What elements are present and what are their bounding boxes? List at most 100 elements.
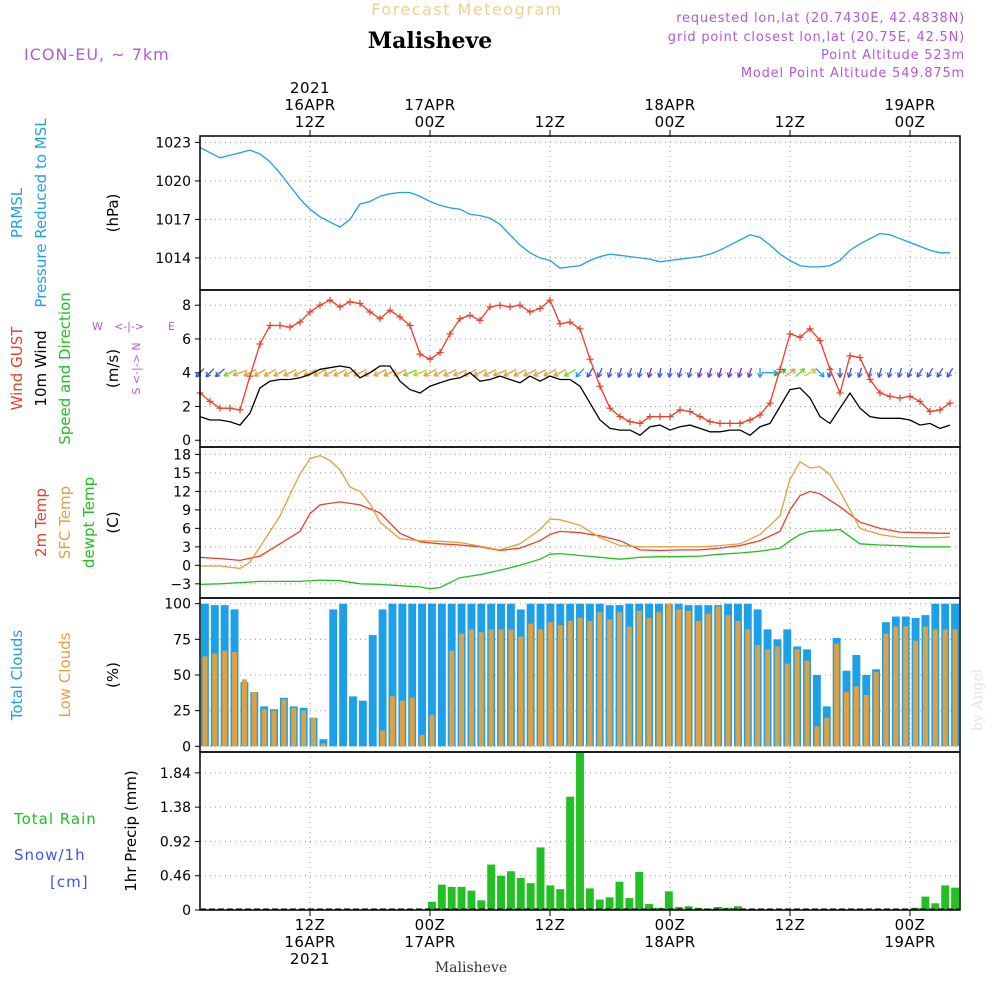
- arrow-shaft: [647, 367, 653, 378]
- gust-marker: [746, 416, 754, 424]
- panel-title-line: 10m Wind: [32, 330, 50, 406]
- gust-marker: [516, 301, 524, 309]
- arrow-head: [513, 371, 518, 377]
- arrow-head: [696, 372, 700, 378]
- arrow-head: [826, 372, 830, 378]
- 2m-temp-line: [199, 490, 950, 562]
- y-tick-label: 1.84: [160, 766, 191, 782]
- gust-marker: [766, 399, 774, 407]
- arrow-shaft: [946, 367, 954, 378]
- gust-marker: [906, 392, 914, 400]
- low-clouds-bar: [814, 726, 820, 747]
- panel-title-line: PRMSL: [8, 187, 26, 238]
- arrow-shaft: [383, 369, 397, 377]
- arrow-head: [878, 373, 883, 378]
- gust-marker: [316, 301, 324, 309]
- wind-direction-arrow: [626, 367, 633, 378]
- low-clouds-bar: [774, 646, 780, 747]
- total-rain-bar: [951, 887, 960, 910]
- arrow-head: [676, 372, 680, 378]
- total-rain-bar: [605, 897, 614, 910]
- arrow-shaft: [877, 367, 883, 378]
- arrow-shaft: [897, 367, 903, 378]
- arrow-head: [503, 371, 508, 377]
- total-clouds-bar: [368, 635, 377, 747]
- wind-direction-arrow: [636, 367, 643, 378]
- wind-direction-arrow: [586, 367, 594, 378]
- gust-marker: [236, 406, 244, 414]
- gust-marker: [356, 300, 364, 308]
- arrow-head: [802, 368, 806, 374]
- precip-panel: 0 0.46 0.92 1.38 1.84 1hr Precip (mm) Total Ra…: [13, 751, 961, 919]
- gust-marker: [286, 323, 294, 331]
- total-rain-bar: [921, 896, 930, 910]
- wind-direction-arrow: [533, 369, 547, 377]
- low-clouds-bar: [863, 694, 869, 747]
- time-tick: 12Z: [775, 113, 805, 136]
- total-rain-bar: [635, 871, 644, 910]
- arrow-head: [433, 371, 438, 377]
- wind-direction-arrow: [762, 369, 779, 376]
- wind-direction-arrow: [606, 367, 613, 378]
- wind-direction-arrow: [666, 367, 673, 378]
- arrow-head: [773, 372, 779, 376]
- y-tick-label: 9: [182, 503, 191, 519]
- gust-marker: [576, 325, 584, 333]
- gust-marker: [206, 397, 214, 405]
- arrow-shaft: [373, 369, 387, 377]
- gust-marker: [706, 418, 714, 426]
- arrow-head: [563, 371, 568, 377]
- arrow-head: [403, 374, 409, 377]
- arrow-head: [886, 372, 890, 378]
- arrow-head: [819, 374, 825, 378]
- total-clouds-bar: [358, 700, 367, 747]
- arrow-head: [907, 373, 913, 378]
- arrow-head: [575, 371, 578, 378]
- arrow-head: [858, 373, 863, 378]
- total-clouds-bar: [418, 603, 427, 747]
- wind-direction-arrow: [926, 367, 934, 378]
- arrow-shaft: [747, 367, 753, 378]
- arrow-shaft: [936, 367, 944, 378]
- product-title: Forecast Meteogram: [371, 0, 562, 19]
- wind-direction-arrow: [896, 367, 903, 378]
- y-tick-label: 15: [173, 466, 191, 482]
- footer-location: Malisheve: [435, 960, 507, 976]
- wind-direction-arrow: [815, 368, 825, 378]
- arrow-head: [688, 373, 693, 378]
- gust-marker: [466, 311, 474, 319]
- arrow-head: [738, 373, 743, 378]
- time-tick-label: 12Z: [535, 916, 566, 934]
- wind-direction-arrow: [837, 367, 843, 378]
- low-clouds-bar: [222, 650, 228, 747]
- y-tick-label: 1017: [155, 212, 191, 228]
- arrow-head: [618, 373, 623, 378]
- arrow-head: [273, 371, 278, 377]
- arrow-shaft: [677, 367, 683, 378]
- arrow-head: [313, 371, 318, 377]
- low-clouds-bar: [725, 615, 731, 747]
- panel-title-line: Total Rain: [13, 810, 97, 828]
- total-clouds-bar: [398, 603, 407, 747]
- arrow-shaft: [523, 369, 537, 377]
- y-axis-unit: (C): [104, 511, 122, 533]
- y-tick-label: 0: [182, 903, 191, 919]
- wind-gust-line: [199, 299, 951, 425]
- low-clouds-bar: [232, 652, 238, 747]
- wind-direction-arrow: [343, 369, 357, 377]
- total-rain-bar: [625, 898, 634, 910]
- time-tick-label: 00Z: [655, 916, 686, 934]
- low-clouds-bar: [547, 622, 553, 747]
- arrow-shaft: [794, 368, 806, 378]
- time-tick-label: 2021: [290, 950, 330, 968]
- y-tick-label: 1020: [155, 174, 191, 190]
- compass-ns: S <-|-> N: [130, 342, 143, 394]
- gust-marker: [816, 337, 824, 345]
- wind-direction-arrow: [656, 367, 663, 378]
- wind-direction-arrow: [273, 369, 287, 377]
- panel-title-line: Snow/1h: [14, 846, 86, 864]
- wind-direction-arrow: [716, 367, 723, 378]
- gust-marker: [636, 419, 644, 427]
- time-tick-label: 2021: [290, 79, 330, 97]
